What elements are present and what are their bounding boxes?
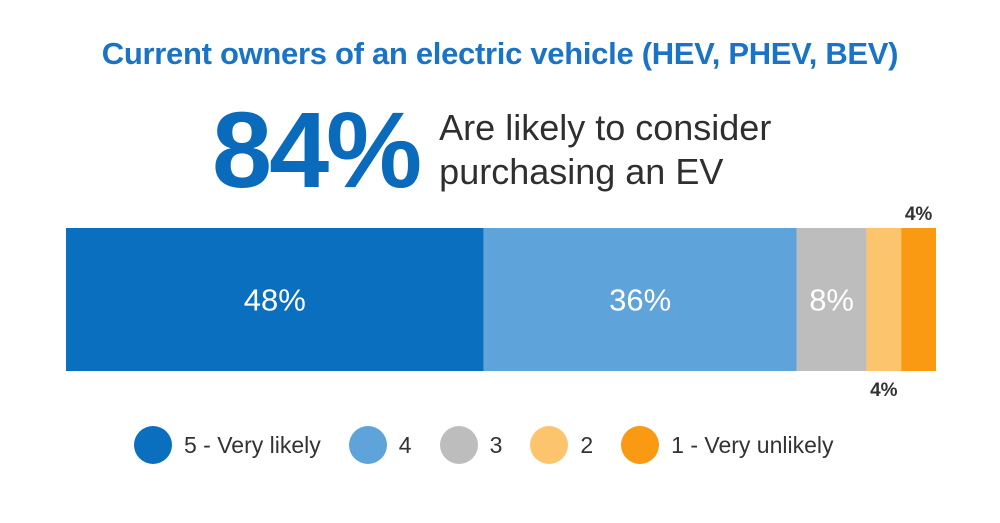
legend: 5 - Very likely 4 3 2 1 - Very unlikely bbox=[134, 426, 862, 464]
headline-text: Are likely to consider purchasing an EV bbox=[439, 107, 772, 192]
bar-segment bbox=[483, 228, 797, 371]
headline: 84% Are likely to consider purchasing an… bbox=[212, 96, 799, 204]
legend-swatch bbox=[621, 426, 660, 464]
legend-item: 2 bbox=[530, 426, 593, 464]
bar-segment bbox=[66, 228, 484, 371]
data-label: 4% bbox=[905, 204, 933, 225]
legend-item: 4 bbox=[348, 426, 412, 464]
legend-label: 5 - Very likely bbox=[184, 431, 321, 458]
headline-percentage: 84% bbox=[212, 89, 422, 210]
legend-label: 2 bbox=[580, 431, 594, 458]
data-label: 36% bbox=[609, 283, 671, 318]
legend-swatch bbox=[134, 426, 172, 464]
bar-segment bbox=[796, 228, 867, 371]
bar-segment bbox=[901, 228, 936, 371]
data-label: 4% bbox=[870, 380, 898, 401]
legend-swatch bbox=[439, 426, 478, 464]
data-label: 48% bbox=[244, 283, 306, 318]
legend-label: 4 bbox=[398, 431, 412, 458]
legend-item: 1 - Very unlikely bbox=[621, 426, 834, 464]
legend-item: 5 - Very likely bbox=[134, 426, 321, 464]
legend-swatch bbox=[530, 426, 569, 464]
legend-item: 3 bbox=[439, 426, 503, 464]
legend-label: 3 bbox=[489, 431, 503, 458]
chart-title: Current owners of an electric vehicle (H… bbox=[101, 36, 899, 71]
bar-segment bbox=[866, 228, 902, 371]
data-label: 8% bbox=[809, 283, 854, 318]
legend-swatch bbox=[348, 426, 387, 464]
legend-label: 1 - Very unlikely bbox=[671, 431, 834, 458]
